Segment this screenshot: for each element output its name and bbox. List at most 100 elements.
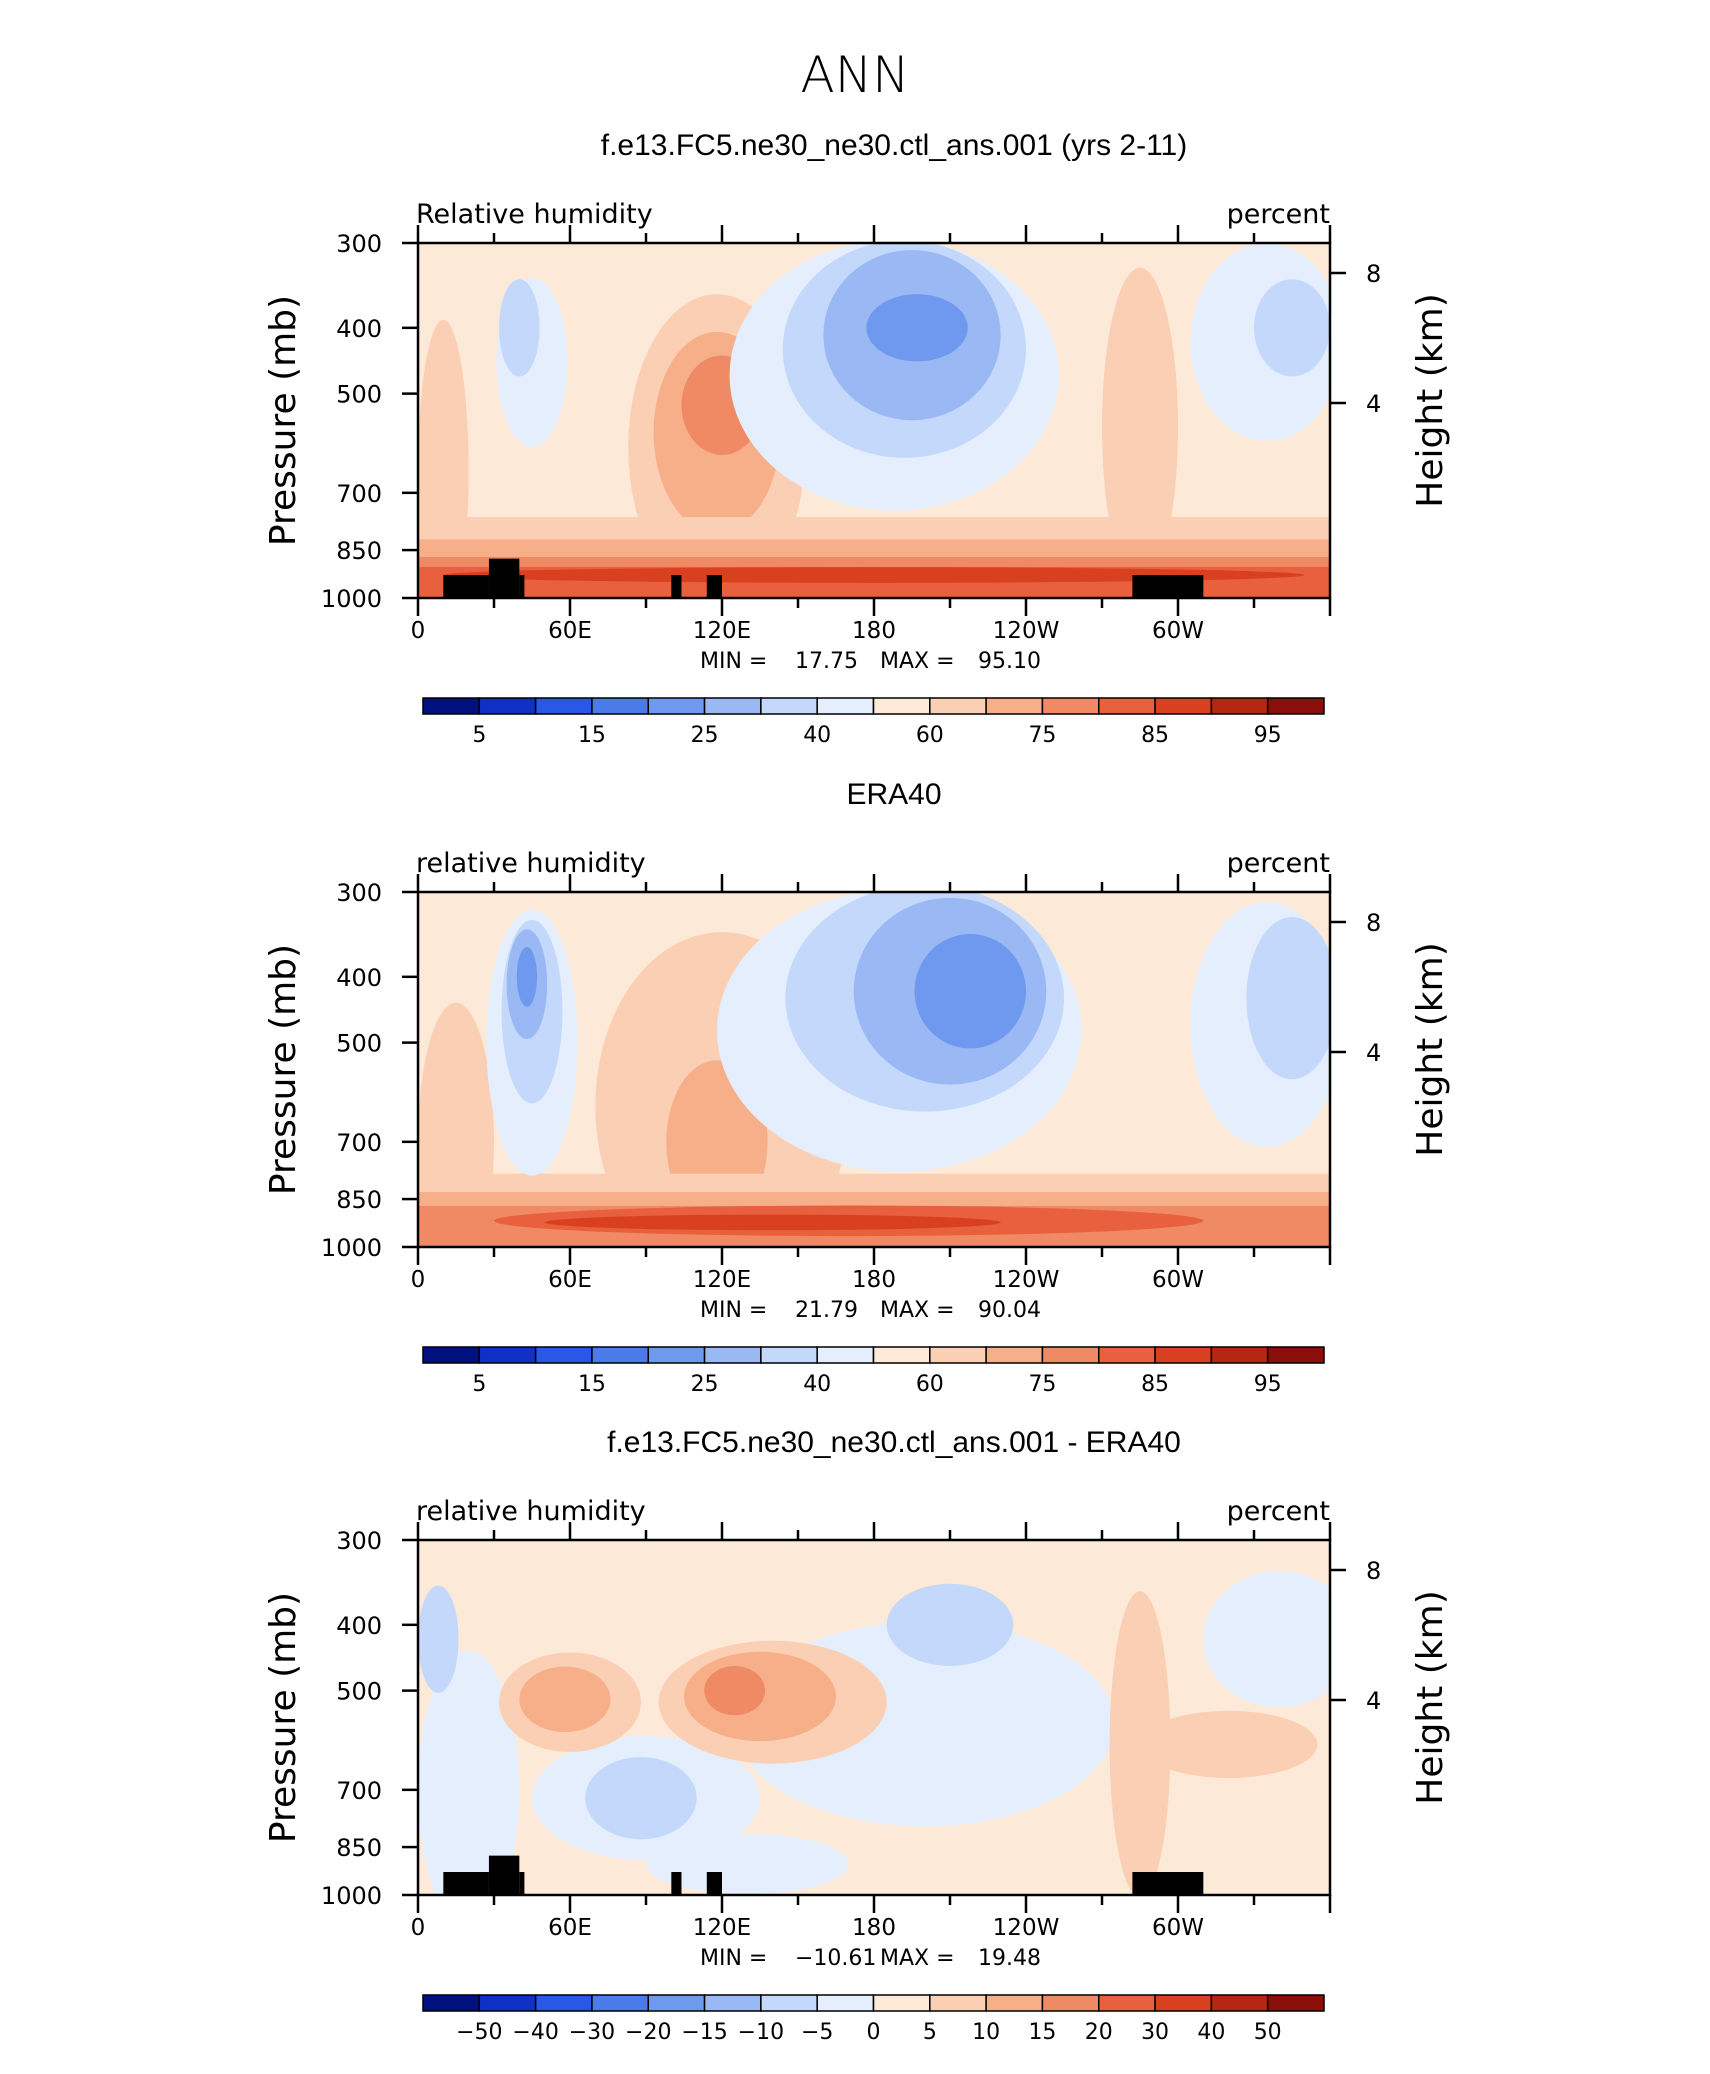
contour-level-40 bbox=[499, 279, 540, 377]
panels: f.e13.FC5.ne30_ne30.ctl_ans.001 (yrs 2-1… bbox=[263, 129, 1451, 2045]
y-tick-label: 1000 bbox=[321, 1234, 382, 1262]
colorbar-box bbox=[1210, 1994, 1269, 2012]
y-tick-label: 1000 bbox=[321, 1882, 382, 1910]
x-tick-label: 120W bbox=[993, 1915, 1060, 1941]
colorbar-box bbox=[591, 1994, 649, 2012]
y-tick-label: 500 bbox=[336, 381, 382, 409]
x-tick-label: 120E bbox=[693, 1267, 751, 1293]
colorbar-label: 25 bbox=[691, 723, 719, 748]
colorbar-box bbox=[1098, 1994, 1156, 2012]
stat-label: MAX = bbox=[880, 649, 955, 674]
y2-tick-label: 8 bbox=[1366, 909, 1381, 937]
contour-level-20 bbox=[866, 294, 968, 362]
colorbar-box bbox=[985, 697, 1044, 715]
variable-label: Relative humidity bbox=[416, 199, 653, 230]
colorbar-label: 30 bbox=[1141, 2020, 1169, 2045]
stat-label: MAX = bbox=[880, 1946, 955, 1971]
contour-level-7 bbox=[1109, 1591, 1171, 1895]
colorbar-box bbox=[1266, 1346, 1325, 1364]
colorbar-box bbox=[760, 1994, 818, 2012]
contour-fills bbox=[418, 892, 1330, 1247]
colorbar-label: 15 bbox=[578, 723, 606, 748]
variable-label: relative humidity bbox=[416, 1496, 646, 1527]
panel-1: f.e13.FC5.ne30_ne30.ctl_ans.001 (yrs 2-1… bbox=[263, 129, 1451, 748]
terrain-block bbox=[443, 1872, 489, 1895]
colorbar-label: −15 bbox=[681, 2020, 727, 2045]
y2-axis-label: Height (km) bbox=[1410, 293, 1451, 507]
units-label: percent bbox=[1227, 199, 1330, 230]
colorbar-box bbox=[1266, 697, 1325, 715]
x-tick-label: 60E bbox=[548, 1267, 592, 1293]
colorbar-box bbox=[760, 1346, 818, 1364]
stat-value: 21.79 bbox=[795, 1298, 858, 1323]
terrain-block bbox=[671, 575, 682, 598]
terrain-block bbox=[488, 1855, 520, 1895]
y-tick-label: 400 bbox=[336, 1612, 382, 1640]
x-tick-label: 120W bbox=[993, 1267, 1060, 1293]
colorbar-label: 85 bbox=[1141, 1372, 1169, 1397]
colorbar-box bbox=[1210, 697, 1269, 715]
stat-value: 90.04 bbox=[978, 1298, 1041, 1323]
y-tick-label: 400 bbox=[336, 315, 382, 343]
colorbar-label: 15 bbox=[1028, 2020, 1056, 2045]
contour-level-40 bbox=[1246, 917, 1330, 1080]
colorbar-box bbox=[647, 697, 706, 715]
y-axis-label: Pressure (mb) bbox=[263, 944, 304, 1195]
contour-fills bbox=[418, 243, 1330, 598]
colorbar-label: 15 bbox=[578, 1372, 606, 1397]
colorbar-box bbox=[872, 1994, 931, 2012]
colorbar-box bbox=[1041, 697, 1100, 715]
colorbar-box bbox=[1266, 1994, 1325, 2012]
colorbar-label: 60 bbox=[916, 723, 944, 748]
colorbar-box bbox=[534, 697, 593, 715]
units-label: percent bbox=[1227, 1496, 1330, 1527]
x-tick-label: 180 bbox=[852, 1267, 896, 1293]
terrain-mask bbox=[443, 1855, 1204, 1895]
contour-level--2 bbox=[646, 1833, 849, 1895]
colorbar-label: −40 bbox=[512, 2020, 558, 2045]
colorbar-label: 20 bbox=[1085, 2020, 1113, 2045]
x-tick-label: 60E bbox=[548, 1915, 592, 1941]
colorbar-label: 40 bbox=[1197, 2020, 1225, 2045]
stat-value: −10.61 bbox=[795, 1946, 876, 1971]
x-tick-label: 180 bbox=[852, 1915, 896, 1941]
colorbar-label: 75 bbox=[1028, 1372, 1056, 1397]
colorbar-box bbox=[1210, 1346, 1269, 1364]
colorbar-box bbox=[478, 697, 537, 715]
contour-level-17 bbox=[704, 1665, 766, 1716]
contour-level-40 bbox=[1254, 279, 1330, 377]
colorbar-label: 5 bbox=[472, 723, 486, 748]
terrain-block bbox=[519, 575, 525, 598]
colorbar-box bbox=[816, 1994, 875, 2012]
y-tick-label: 700 bbox=[336, 480, 382, 508]
stat-value: 19.48 bbox=[978, 1946, 1041, 1971]
colorbar-box bbox=[703, 1994, 762, 2012]
colorbar-box bbox=[703, 697, 762, 715]
terrain-block bbox=[519, 1872, 525, 1895]
colorbar-box bbox=[985, 1994, 1044, 2012]
y-tick-label: 1000 bbox=[321, 585, 382, 613]
panel-title: ERA40 bbox=[846, 778, 941, 811]
colorbar-label: −10 bbox=[738, 2020, 784, 2045]
terrain-block bbox=[1132, 1872, 1204, 1895]
colorbar-box bbox=[929, 1346, 987, 1364]
colorbar-box bbox=[872, 1346, 931, 1364]
colorbar-box bbox=[647, 1994, 706, 2012]
colorbar-label: 40 bbox=[803, 1372, 831, 1397]
colorbar-label: 10 bbox=[972, 2020, 1000, 2045]
y-tick-label: 300 bbox=[336, 1527, 382, 1555]
x-tick-label: 180 bbox=[852, 618, 896, 644]
colorbar-label: 25 bbox=[691, 1372, 719, 1397]
y-tick-label: 700 bbox=[336, 1777, 382, 1805]
terrain-block bbox=[1132, 575, 1204, 598]
colorbar-box bbox=[929, 697, 987, 715]
stat-label: MIN = bbox=[700, 1946, 767, 1971]
colorbar-label: 85 bbox=[1141, 723, 1169, 748]
colorbar-label: 75 bbox=[1028, 723, 1056, 748]
colorbar-box bbox=[534, 1346, 593, 1364]
units-label: percent bbox=[1227, 848, 1330, 879]
colorbar-box bbox=[478, 1346, 537, 1364]
x-tick-label: 60E bbox=[548, 618, 592, 644]
colorbar-box bbox=[591, 697, 649, 715]
